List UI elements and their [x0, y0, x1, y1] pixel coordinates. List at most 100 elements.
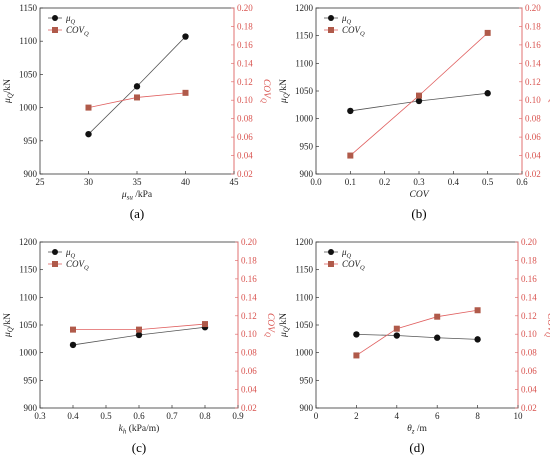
x-tick-label: 0.0	[310, 177, 322, 187]
chart-panel-d: 0 2 4 6 8 10 900 950 1000 1050 1100 1150 1200 0.02 0.0…	[279, 237, 550, 455]
x-tick-label: 30	[84, 177, 94, 187]
legend-label-main: COV	[342, 25, 362, 35]
legend-label: COVQ	[342, 259, 365, 272]
legend-marker-square	[52, 27, 58, 33]
y2-tick-label: 0.10	[241, 329, 257, 339]
mu-point	[85, 130, 92, 138]
x-tick-label: 25	[36, 177, 46, 187]
y2-tick-label: 0.20	[525, 3, 541, 13]
series-line-mu	[356, 334, 478, 340]
y2-tick-label: 0.18	[521, 255, 537, 265]
y-axis-title-sub: Q	[283, 327, 291, 332]
legend-label-main: COV	[342, 259, 362, 269]
y2-tick-label: 0.12	[521, 311, 537, 321]
y2-tick-label: 0.16	[521, 274, 537, 284]
y2-axis-title: COVQ	[260, 79, 272, 103]
legend-label: μQ	[341, 247, 352, 260]
x-axis-title-unit: /m	[415, 424, 428, 434]
x-tick-label: 35	[133, 177, 143, 187]
x-tick-label: 45	[230, 177, 240, 187]
legend-label-sub: Q	[347, 253, 352, 260]
y2-tick-label: 0.08	[521, 348, 537, 358]
x-axis-title-main: μ	[121, 190, 127, 200]
cov-point	[134, 94, 140, 101]
y2-axis-title: COVQ	[544, 313, 550, 337]
y2-tick-label: 0.06	[521, 366, 537, 376]
y2-tick-label: 0.04	[525, 151, 541, 161]
mu-point	[415, 97, 423, 105]
y-tick-label: 1000	[19, 348, 38, 358]
y-tick-label: 900	[24, 169, 38, 179]
x-axis-title: θz /m	[407, 424, 427, 436]
y-tick-label: 900	[300, 169, 314, 179]
x-tick-label: 8	[475, 411, 480, 421]
cov-point	[202, 321, 208, 328]
legend-label-sub: Q	[347, 19, 352, 26]
x-axis-title-sub: su	[127, 194, 134, 202]
y2-tick-label: 0.18	[241, 255, 257, 265]
x-tick-label: 0.6	[516, 177, 528, 187]
y-tick-label: 1200	[295, 3, 314, 13]
y-tick-label: 950	[24, 136, 38, 146]
legend-marker-square	[328, 261, 334, 267]
cov-point	[70, 326, 76, 333]
y2-tick-label: 0.08	[525, 114, 541, 124]
x-tick-label: 2	[354, 411, 359, 421]
cov-point	[353, 352, 360, 359]
x-tick-label: 0.5	[100, 411, 112, 421]
x-tick-label: 0.1	[345, 177, 356, 187]
y-tick-label: 1050	[19, 320, 38, 330]
x-tick-label: 0.9	[232, 411, 244, 421]
cov-point	[85, 104, 92, 111]
legend-label: COVQ	[66, 25, 89, 38]
y-axis-title: μQ/kN	[3, 313, 15, 338]
y-axis-title-unit: /kN	[279, 79, 289, 93]
legend-label: μQ	[65, 13, 76, 26]
y-axis-title-main: μ	[279, 332, 289, 338]
legend-label-main: μ	[65, 247, 71, 257]
y-axis-title-unit: /kN	[3, 79, 13, 93]
x-tick-label: 40	[181, 177, 191, 187]
legend-label-main: μ	[341, 247, 347, 257]
x-tick-label: 10	[514, 411, 524, 421]
y-tick-label: 1100	[19, 292, 37, 302]
panel-label: (a)	[130, 206, 144, 221]
legend-marker-circle	[52, 249, 58, 255]
legend-marker-circle	[328, 15, 334, 21]
legend-label: μQ	[65, 247, 76, 260]
x-tick-label: 0.3	[413, 177, 425, 187]
cov-point	[484, 29, 491, 36]
y2-axis-title-sub: Q	[544, 332, 550, 337]
y2-tick-label: 0.16	[525, 40, 541, 50]
legend-label-sub: Q	[360, 265, 365, 272]
y2-tick-label: 0.18	[237, 21, 253, 31]
y2-tick-label: 0.20	[521, 237, 537, 247]
legend-marker-circle	[328, 249, 334, 255]
y2-tick-label: 0.10	[237, 95, 253, 105]
y-tick-label: 950	[300, 375, 314, 385]
x-axis-title-unit: /kPa	[133, 190, 153, 200]
y-tick-label: 1000	[295, 114, 314, 124]
y-axis-title-unit: /kN	[279, 313, 289, 327]
cov-point	[434, 313, 441, 320]
y-axis-title: μQ/kN	[3, 79, 15, 104]
y2-tick-label: 0.08	[241, 348, 257, 358]
mu-point	[353, 331, 360, 338]
x-tick-label: 0.6	[133, 411, 145, 421]
mu-point	[347, 107, 354, 115]
y2-tick-label: 0.18	[525, 21, 541, 31]
y-tick-label: 1050	[19, 69, 38, 79]
y-tick-label: 1150	[19, 265, 37, 275]
y-tick-label: 900	[24, 403, 38, 413]
y2-tick-label: 0.06	[241, 366, 257, 376]
x-axis-title-main: θ	[407, 424, 412, 434]
y2-tick-label: 0.14	[241, 292, 257, 302]
y2-tick-label: 0.16	[237, 40, 253, 50]
legend-label: COVQ	[66, 259, 89, 272]
y2-tick-label: 0.10	[521, 329, 537, 339]
cov-point	[393, 325, 400, 332]
y-tick-label: 1200	[295, 237, 314, 247]
y-tick-label: 1150	[19, 3, 37, 13]
legend-label-sub: Q	[84, 31, 89, 38]
y2-tick-label: 0.10	[525, 95, 541, 105]
